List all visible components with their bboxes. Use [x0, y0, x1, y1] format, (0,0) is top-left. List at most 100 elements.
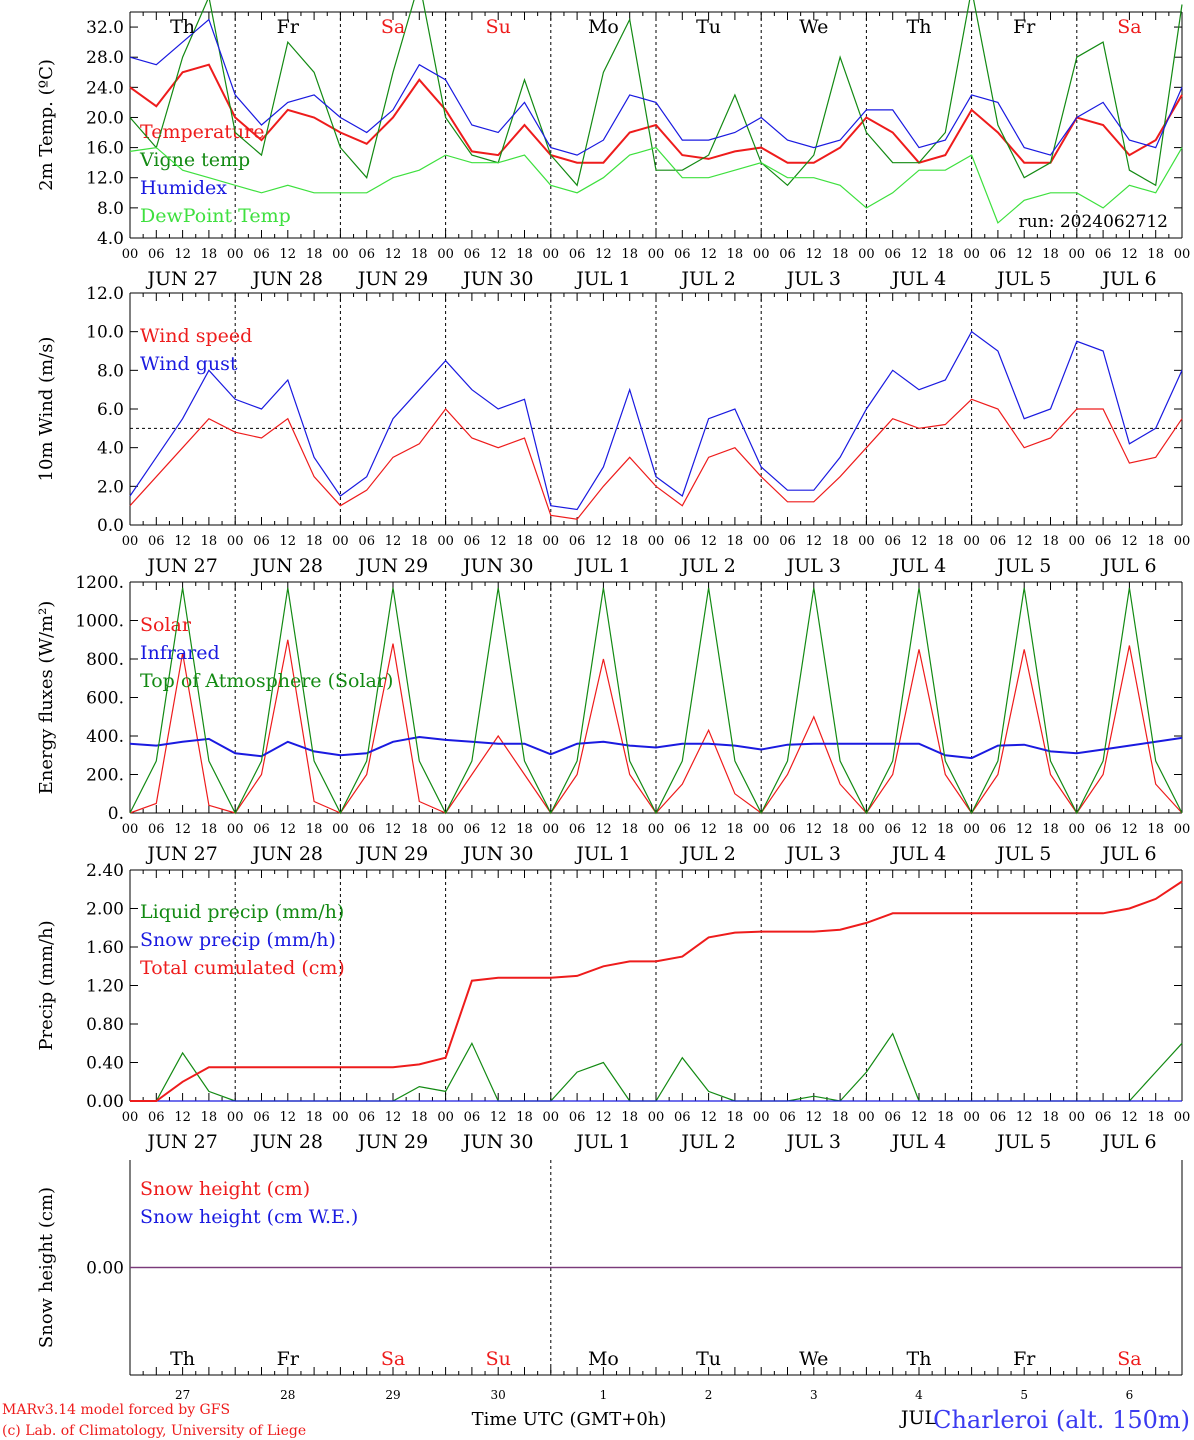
hour-label: 18	[727, 247, 744, 262]
y-axis-label: Snow height (cm)	[36, 1187, 57, 1348]
date-label: JUL 1	[574, 555, 630, 577]
date-label: JUL 6	[1100, 555, 1156, 577]
panel-wind: 0.0 2.0 4.0 6.0 8.0 10.0 12.0 10m Wind (m/s) Win…	[36, 284, 1190, 577]
hour-label: 18	[937, 1110, 954, 1125]
hour-label: 12	[595, 822, 612, 837]
series-line-blue	[129, 18, 1183, 156]
hour-label: 18	[1042, 247, 1059, 262]
day-number-label: 30	[491, 1388, 506, 1402]
weekday-label: Tu	[696, 16, 721, 38]
legend-entry: Wind gust	[140, 353, 238, 375]
run-label: run: 2024062712	[1019, 212, 1168, 232]
y-axis-label: Precip (mm/h)	[36, 920, 57, 1050]
hour-label: 12	[174, 534, 191, 549]
hour-label: 06	[464, 534, 481, 549]
date-label: JUN 29	[356, 555, 428, 577]
hour-label: 18	[411, 1110, 428, 1125]
weekday-label: Mo	[588, 1348, 619, 1370]
date-label: JUN 29	[356, 843, 428, 865]
legend-entry: DewPoint Temp	[140, 205, 291, 227]
hour-label: 00	[648, 822, 665, 837]
hour-label: 12	[806, 822, 823, 837]
hour-label: 06	[990, 534, 1007, 549]
y-tick-label: 800.	[86, 650, 124, 670]
date-label: JUL 6	[1100, 1131, 1156, 1153]
panel-precip: 0.00 0.40 0.80 1.20 1.60 2.00 2.40 Precip (mm/h…	[36, 861, 1190, 1153]
x-axis-label: Time UTC (GMT+0h)	[472, 1409, 667, 1430]
y-axis-label: 10m Wind (m/s)	[36, 337, 57, 482]
date-label: JUL 1	[574, 1131, 630, 1153]
hour-label: 12	[174, 1110, 191, 1125]
y-tick-label: 600.	[86, 689, 124, 709]
weekday-row-top: Th Fr Sa Su Mo Tu We Th Fr Sa	[170, 16, 1141, 38]
hour-label: 00	[227, 247, 244, 262]
hour-label: 00	[122, 247, 139, 262]
hour-label: 06	[884, 822, 901, 837]
hour-label: 00	[437, 247, 454, 262]
date-label: JUL 6	[1100, 268, 1156, 290]
hour-label: 18	[621, 247, 638, 262]
hour-label: 00	[332, 534, 349, 549]
footer-station: Charleroi (alt. 150m)	[933, 1406, 1190, 1434]
hour-label: 12	[911, 534, 928, 549]
hour-label: 12	[700, 1110, 717, 1125]
footer-credit: (c) Lab. of Climatology, University of L…	[2, 1423, 306, 1439]
hour-label: 06	[674, 822, 691, 837]
hour-label: 06	[674, 534, 691, 549]
hour-label: 12	[1121, 822, 1138, 837]
hour-label: 12	[1016, 247, 1033, 262]
hour-label: 18	[832, 822, 849, 837]
date-label: JUN 28	[251, 268, 323, 290]
hour-label: 18	[937, 534, 954, 549]
hour-label: 18	[411, 822, 428, 837]
hour-label: 18	[201, 534, 218, 549]
weekday-label: Mo	[588, 16, 619, 38]
y-tick-label: 1000.	[75, 612, 124, 632]
hour-label: 06	[253, 247, 270, 262]
date-label: JUN 29	[356, 268, 428, 290]
hour-label: 00	[437, 534, 454, 549]
hour-label: 00	[963, 1110, 980, 1125]
date-label: JUN 30	[461, 555, 533, 577]
hour-label: 00	[648, 1110, 665, 1125]
hour-label: 00	[227, 534, 244, 549]
day-number-label: 3	[810, 1388, 818, 1402]
day-number-label: 29	[385, 1388, 400, 1402]
hour-label: 06	[464, 247, 481, 262]
hour-label: 18	[621, 534, 638, 549]
hour-label: 18	[937, 247, 954, 262]
hour-label: 06	[358, 1110, 375, 1125]
hour-label: 06	[464, 822, 481, 837]
day-number-label: 4	[915, 1388, 923, 1402]
hour-label: 06	[1095, 247, 1112, 262]
hour-label: 18	[306, 1110, 323, 1125]
legend-entry: Liquid precip (mm/h)	[140, 901, 344, 923]
hour-label: 12	[1016, 1110, 1033, 1125]
y-tick-label: 8.0	[97, 199, 124, 219]
hour-label: 06	[779, 822, 796, 837]
date-label: JUN 29	[356, 1131, 428, 1153]
legend-entry: Solar	[140, 614, 192, 636]
date-label: JUL 5	[995, 555, 1051, 577]
hour-label: 06	[464, 1110, 481, 1125]
hour-label: 12	[174, 247, 191, 262]
hour-label: 06	[779, 1110, 796, 1125]
date-label: JUN 27	[145, 1131, 217, 1153]
hour-label: 00	[753, 1110, 770, 1125]
y-axis-label: Energy fluxes (W/m²)	[36, 601, 57, 795]
weekday-label: We	[799, 1348, 828, 1370]
hour-label: 12	[280, 534, 297, 549]
hour-label: 06	[569, 822, 586, 837]
weekday-label: Tu	[696, 1348, 721, 1370]
footer-model: MARv3.14 model forced by GFS	[2, 1402, 230, 1418]
hour-label: 00	[543, 822, 560, 837]
hour-label: 06	[1095, 822, 1112, 837]
day-number-label: 2	[705, 1388, 713, 1402]
hour-label: 12	[911, 247, 928, 262]
y-axis-label: 2m Temp. (ºC)	[36, 59, 57, 191]
y-tick-label: 0.40	[86, 1054, 124, 1074]
hour-label: 18	[1147, 822, 1164, 837]
date-label: JUL 2	[679, 555, 735, 577]
panel-temp: 4.0 8.0 12.0 16.0 20.0 24.0 28.0 32.0 2m Temp. (…	[36, 0, 1190, 290]
